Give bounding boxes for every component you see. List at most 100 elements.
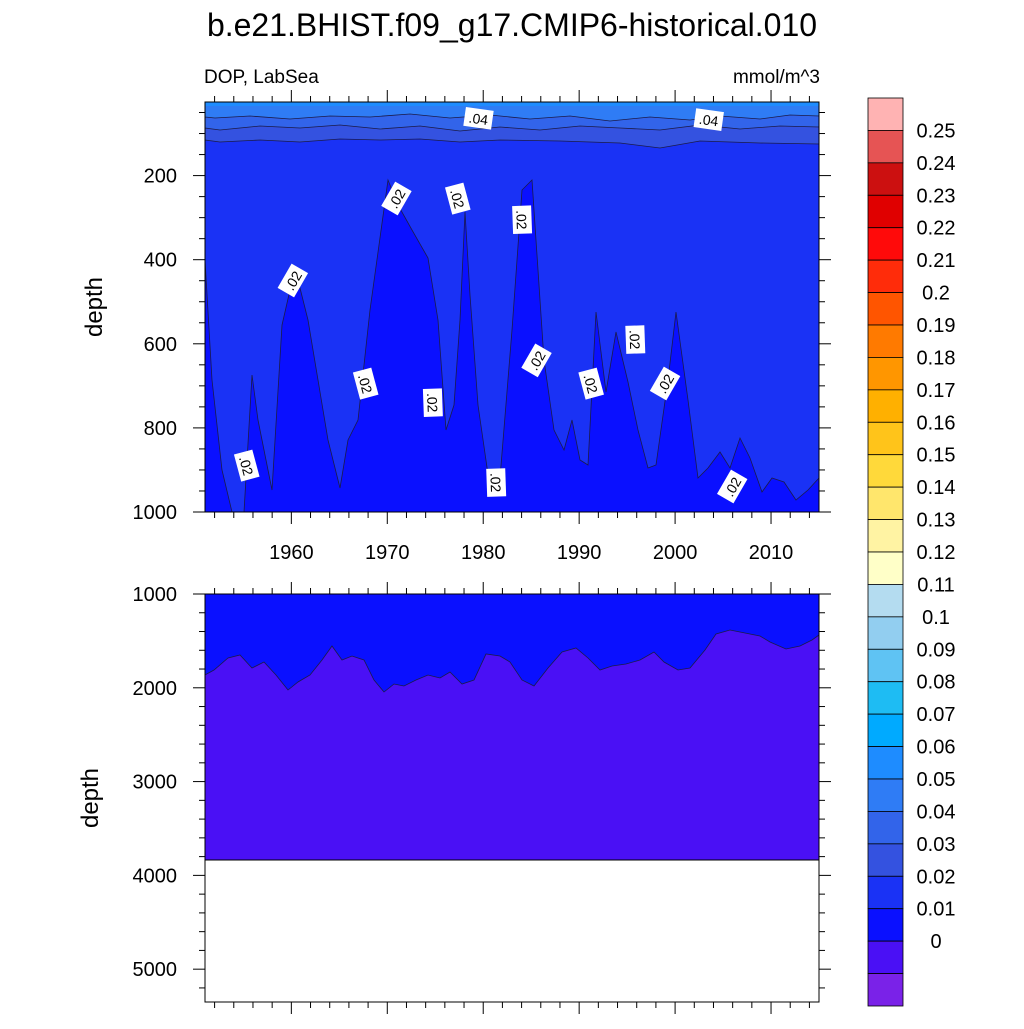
top-ytick-label: 400	[144, 250, 177, 272]
colorbar-label: 0.16	[917, 412, 956, 434]
colorbar-box	[867, 130, 904, 164]
subtitle-left: DOP, LabSea	[204, 67, 319, 88]
colorbar-box	[867, 421, 904, 456]
top-xtick-label: 1960	[269, 542, 314, 564]
top-xtick-label: 1970	[365, 542, 410, 564]
colorbar-box	[867, 194, 904, 229]
contour-label: .02	[625, 325, 646, 354]
contour-label-bg	[625, 325, 646, 354]
top-xtick-label: 2010	[749, 542, 794, 564]
contour-label-bg	[463, 106, 494, 130]
colorbar-box	[867, 681, 904, 715]
contour-label-text: .02	[236, 454, 257, 477]
contour-label-text: .02	[487, 473, 504, 493]
colorbar-label: 0.09	[917, 639, 956, 661]
top-layer-0.06-0.07	[205, 102, 819, 106]
top-contour-labels: .04 .04 .02 .02 .02 .02 .02 .02 .02 .02 .02 .02 .02.…	[233, 106, 748, 504]
bottom-ytick-label: 4000	[133, 865, 178, 887]
contour-label-bg	[233, 449, 260, 482]
colorbar-label: 0.02	[917, 866, 956, 888]
colorbar-label: 0.1	[922, 607, 950, 629]
contour-label-text: .02	[513, 210, 530, 230]
colorbar-label: 0.12	[917, 542, 956, 564]
contour-label-bg	[381, 181, 412, 216]
colorbar-label: 0.06	[917, 737, 956, 759]
bottom-panel-frame	[204, 593, 820, 1003]
contour-label-bg	[578, 367, 604, 400]
colorbar-box	[867, 713, 904, 747]
colorbar-box	[867, 519, 904, 553]
colorbar-label: 0.13	[917, 510, 956, 532]
top-layer-0.01-0.02	[204, 178, 820, 513]
colorbar-box	[867, 259, 904, 293]
contour-label: .02	[444, 182, 471, 215]
colorbar-box	[867, 584, 904, 618]
contour-label: .02	[381, 181, 412, 216]
colorbar-box	[867, 227, 904, 261]
colorbar-label: 0.17	[917, 380, 956, 402]
contour-label: .02	[716, 469, 748, 504]
colorbar-box	[867, 875, 904, 910]
bottom-layer-0.01-0.02	[204, 593, 820, 693]
contour-label-bg	[693, 108, 724, 131]
contour-label-text: .02	[626, 330, 643, 350]
contour-label-bg	[277, 263, 309, 298]
contour-label: .02	[578, 367, 604, 400]
colorbar: 0.25 0.24 0.23 0.22 0.21 0.2 0.19 0.18 0.17 0.16 0…	[867, 97, 956, 1007]
colorbar-box	[867, 454, 904, 488]
contour-label-bg	[444, 182, 471, 215]
top-ytick-label: 1000	[133, 502, 178, 524]
bottom-ylabel: depth	[77, 768, 104, 828]
contour-label-text: .02	[424, 393, 441, 413]
colorbar-label: 0.11	[917, 574, 954, 596]
contour-label-bg	[716, 469, 748, 504]
contour-label-text: .02	[580, 372, 601, 395]
contour-label-text: .04	[468, 110, 490, 129]
contour-label-bg	[352, 367, 379, 400]
colorbar-label: 0.14	[917, 477, 956, 499]
colorbar-label: 0.07	[917, 704, 956, 726]
top-xtick-label: 1980	[461, 542, 506, 564]
contour-label-bg	[649, 366, 681, 401]
colorbar-label: 0.22	[917, 218, 956, 240]
colorbar-box	[867, 778, 904, 812]
colorbar-box	[867, 292, 904, 326]
top-xtick-label: 1990	[557, 542, 602, 564]
bottom-ytick-label: 3000	[133, 772, 178, 794]
contour-label: .02	[649, 366, 681, 401]
bottom-ytick-label: 5000	[133, 959, 178, 981]
contour-label-bg	[512, 205, 533, 235]
top-axes: 200 400 600 800 1000 1960 1970 1980 1990 2000 2010	[133, 90, 831, 564]
contour-label: .02	[422, 388, 443, 417]
bottom-notch	[230, 594, 246, 598]
contour-label: .02	[233, 449, 260, 482]
contour-label-bg	[486, 468, 507, 497]
colorbar-box	[867, 324, 904, 358]
colorbar-label: 0.24	[917, 153, 956, 175]
colorbar-box	[867, 843, 904, 877]
colorbar-label: 0.18	[917, 347, 956, 369]
colorbar-label: 0.08	[917, 672, 956, 694]
colorbar-box	[867, 648, 904, 683]
colorbar-box	[867, 357, 904, 391]
colorbar-label: 0.15	[917, 445, 956, 467]
colorbar-label: 0.19	[917, 315, 956, 337]
colorbar-label: 0.21	[917, 250, 956, 272]
contour-label-bg	[521, 343, 552, 378]
bottom-ytick-label: 1000	[133, 584, 178, 606]
colorbar-box	[867, 486, 904, 520]
top-xtick-label: 2000	[653, 542, 698, 564]
contour-label-text: .02	[355, 372, 376, 395]
colorbar-label: 0.23	[917, 185, 956, 207]
colorbar-box	[867, 746, 904, 780]
bottom-panel: 1000 2000 3000 4000 5000 depth	[77, 582, 831, 1014]
top-ytick-label: 800	[144, 418, 177, 440]
colorbar-box	[867, 973, 904, 1007]
colorbar-box	[867, 616, 904, 650]
contour-label: .04	[693, 108, 724, 131]
chart-title: b.e21.BHIST.f09_g17.CMIP6-historical.010	[207, 7, 817, 43]
contour-label: .02	[486, 468, 507, 497]
colorbar-box	[867, 162, 904, 196]
colorbar-box	[867, 908, 904, 942]
colorbar-box	[867, 97, 904, 131]
